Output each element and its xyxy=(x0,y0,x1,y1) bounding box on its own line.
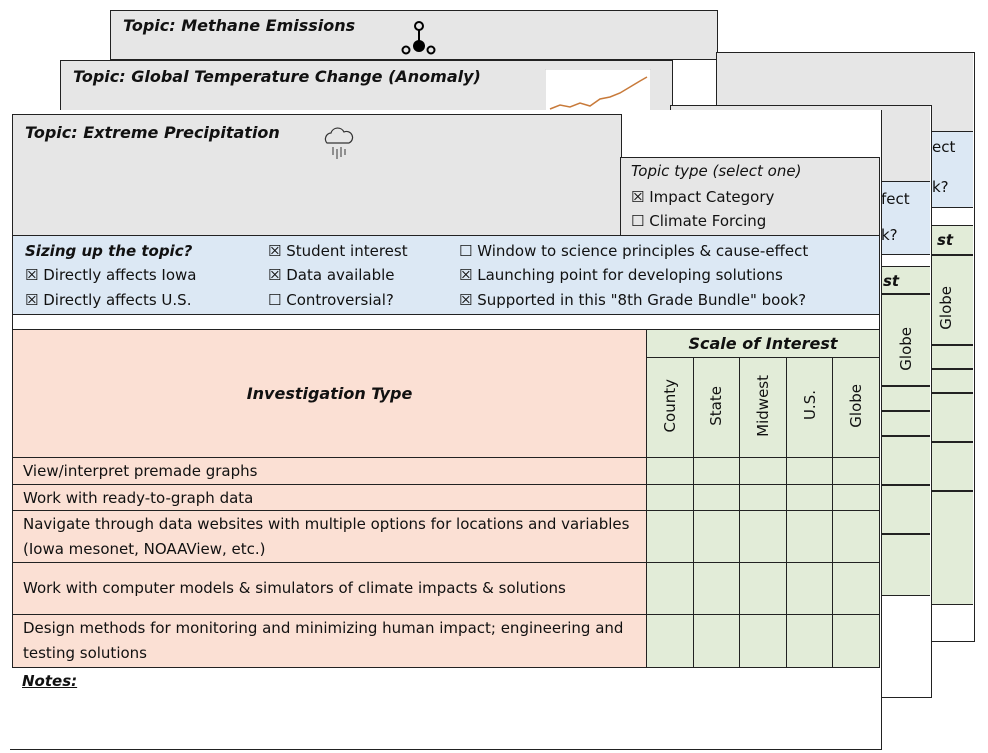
card-temperature-header: Topic: Global Temperature Change (Anomal… xyxy=(60,60,673,113)
partial-text: ect xyxy=(932,138,956,156)
sizing-item[interactable]: ☐ Controversial? xyxy=(268,291,394,309)
scale-cell[interactable] xyxy=(785,510,834,563)
checkbox-checked-icon[interactable]: ☒ xyxy=(25,266,39,284)
partial-text: k? xyxy=(932,178,949,196)
scale-cell[interactable] xyxy=(832,484,880,511)
scale-cell[interactable] xyxy=(646,614,694,668)
row-label: Work with computer models & simulators o… xyxy=(12,562,647,615)
sizing-label: Sizing up the topic? xyxy=(25,242,193,260)
checkbox-checked-icon[interactable]: ☒ xyxy=(631,188,645,206)
checkbox-unchecked-icon[interactable]: ☐ xyxy=(459,242,473,260)
table-row: Navigate through data websites with mult… xyxy=(12,510,880,563)
partial-text: st xyxy=(883,272,900,290)
scale-of-interest-header: Scale of Interest xyxy=(646,329,880,358)
scale-cell[interactable] xyxy=(692,562,741,615)
spacer xyxy=(12,313,880,330)
item-label: Supported in this "8th Grade Bundle" boo… xyxy=(477,291,807,309)
partial-text: st xyxy=(937,231,954,249)
scale-cell[interactable] xyxy=(739,484,787,511)
sizing-item[interactable]: ☐ Window to science principles & cause-e… xyxy=(459,242,808,260)
scale-cell[interactable] xyxy=(785,562,834,615)
scale-cell[interactable] xyxy=(832,510,880,563)
investigation-type-header: Investigation Type xyxy=(12,329,647,458)
scale-cell[interactable] xyxy=(739,614,787,668)
table-row: Work with ready-to-graph data xyxy=(12,484,880,511)
table-row: Work with computer models & simulators o… xyxy=(12,562,880,615)
card-methane-header: Topic: Methane Emissions xyxy=(110,10,718,60)
item-label: Student interest xyxy=(286,242,408,260)
checkbox-checked-icon[interactable]: ☒ xyxy=(459,291,473,309)
scale-cell[interactable] xyxy=(646,484,694,511)
checkbox-checked-icon[interactable]: ☒ xyxy=(25,291,39,309)
scale-header-county: County xyxy=(646,357,694,458)
item-label: Directly affects Iowa xyxy=(43,266,197,284)
partial-text: k? xyxy=(881,226,898,244)
scale-cell[interactable] xyxy=(785,484,834,511)
scale-cell[interactable] xyxy=(785,614,834,668)
card-title: Topic: Extreme Precipitation xyxy=(25,123,280,142)
scale-cell[interactable] xyxy=(692,614,741,668)
row-label: View/interpret premade graphs xyxy=(12,457,647,485)
scale-cell[interactable] xyxy=(832,457,880,485)
sizing-item[interactable]: ☒ Student interest xyxy=(268,242,408,260)
scale-cell[interactable] xyxy=(832,614,880,668)
scale-cell[interactable] xyxy=(646,457,694,485)
table-row: Design methods for monitoring and minimi… xyxy=(12,614,880,668)
checkbox-checked-icon[interactable]: ☒ xyxy=(459,266,473,284)
item-label: Launching point for developing solutions xyxy=(477,266,783,284)
card-header: Topic: Extreme Precipitation xyxy=(12,114,622,237)
investigation-table: Investigation Type Scale of Interest Cou… xyxy=(12,329,880,668)
topic-type-option-forcing[interactable]: ☐ Climate Forcing xyxy=(631,212,766,230)
sizing-item[interactable]: ☒ Launching point for developing solutio… xyxy=(459,266,783,284)
row-label: Navigate through data websites with mult… xyxy=(12,510,647,563)
topic-type-option-impact[interactable]: ☒ Impact Category xyxy=(631,188,774,206)
topic-type-label: Topic type (select one) xyxy=(631,162,802,180)
scale-cell[interactable] xyxy=(646,562,694,615)
scale-header-state: State xyxy=(692,357,741,458)
sizing-item[interactable]: ☒ Data available xyxy=(268,266,395,284)
scale-header-globe: Globe xyxy=(832,357,880,458)
checkbox-checked-icon[interactable]: ☒ xyxy=(268,266,282,284)
sizing-item[interactable]: ☒ Supported in this "8th Grade Bundle" b… xyxy=(459,291,806,309)
scale-cell[interactable] xyxy=(646,510,694,563)
item-label: Data available xyxy=(286,266,395,284)
notes-label: Notes: xyxy=(22,672,78,690)
row-label: Design methods for monitoring and minimi… xyxy=(12,614,647,668)
temperature-graph-thumbnail xyxy=(545,69,651,113)
scale-cell[interactable] xyxy=(739,457,787,485)
rain-cloud-icon xyxy=(324,127,354,159)
table-row: View/interpret premade graphs xyxy=(12,457,880,485)
sizing-item[interactable]: ☒ Directly affects U.S. xyxy=(25,291,191,309)
card-title: Topic: Methane Emissions xyxy=(123,16,356,35)
card-title: Topic: Global Temperature Change (Anomal… xyxy=(73,67,481,86)
checkbox-unchecked-icon[interactable]: ☐ xyxy=(268,291,282,309)
checkbox-checked-icon[interactable]: ☒ xyxy=(268,242,282,260)
card-extreme-precipitation: Topic: Extreme Precipitation Topic type … xyxy=(10,110,882,750)
item-label: Window to science principles & cause-eff… xyxy=(477,242,809,260)
sizing-item[interactable]: ☒ Directly affects Iowa xyxy=(25,266,197,284)
checkbox-unchecked-icon[interactable]: ☐ xyxy=(631,212,645,230)
scale-cell[interactable] xyxy=(739,510,787,563)
scale-cell[interactable] xyxy=(692,510,741,563)
item-label: Directly affects U.S. xyxy=(43,291,192,309)
partial-text: Globe xyxy=(937,286,955,330)
scale-header-us: U.S. xyxy=(785,357,834,458)
scale-header-midwest: Midwest xyxy=(739,357,787,458)
notes-area[interactable] xyxy=(12,690,878,746)
scale-cell[interactable] xyxy=(692,484,741,511)
methane-molecule-icon xyxy=(401,21,436,55)
sizing-box: Sizing up the topic? ☒ Directly affects … xyxy=(12,235,880,315)
item-label: Controversial? xyxy=(286,291,394,309)
scale-cell[interactable] xyxy=(785,457,834,485)
topic-type-box: Topic type (select one) ☒ Impact Categor… xyxy=(620,157,880,237)
partial-text: Globe xyxy=(897,327,915,371)
partial-text: fect xyxy=(881,190,910,208)
option-label: Climate Forcing xyxy=(649,212,767,230)
scale-cell[interactable] xyxy=(692,457,741,485)
scale-cell[interactable] xyxy=(832,562,880,615)
option-label: Impact Category xyxy=(649,188,775,206)
row-label: Work with ready-to-graph data xyxy=(12,484,647,511)
scale-cell[interactable] xyxy=(739,562,787,615)
